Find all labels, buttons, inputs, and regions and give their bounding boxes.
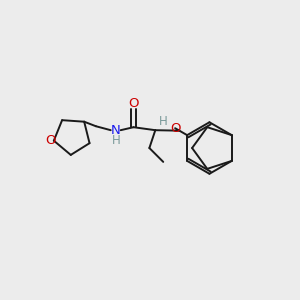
Text: H: H — [112, 134, 121, 147]
Text: O: O — [128, 97, 139, 110]
Text: O: O — [46, 134, 56, 147]
Text: H: H — [159, 115, 168, 128]
Text: O: O — [170, 122, 180, 135]
Text: N: N — [111, 124, 121, 137]
